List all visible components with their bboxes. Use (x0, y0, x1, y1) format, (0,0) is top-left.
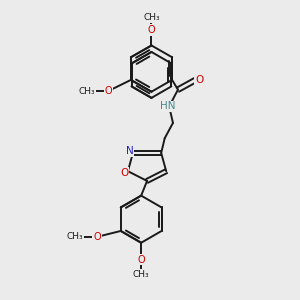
Text: CH₃: CH₃ (143, 13, 160, 22)
Text: O: O (195, 75, 203, 85)
Text: O: O (104, 86, 112, 96)
Text: CH₃: CH₃ (78, 87, 95, 96)
Text: O: O (148, 25, 155, 35)
Text: CH₃: CH₃ (67, 232, 83, 242)
Text: CH₃: CH₃ (133, 270, 149, 279)
Text: O: O (137, 254, 145, 265)
Text: O: O (120, 168, 128, 178)
Text: O: O (93, 232, 101, 242)
Text: N: N (125, 146, 133, 157)
Text: HN: HN (160, 101, 176, 111)
